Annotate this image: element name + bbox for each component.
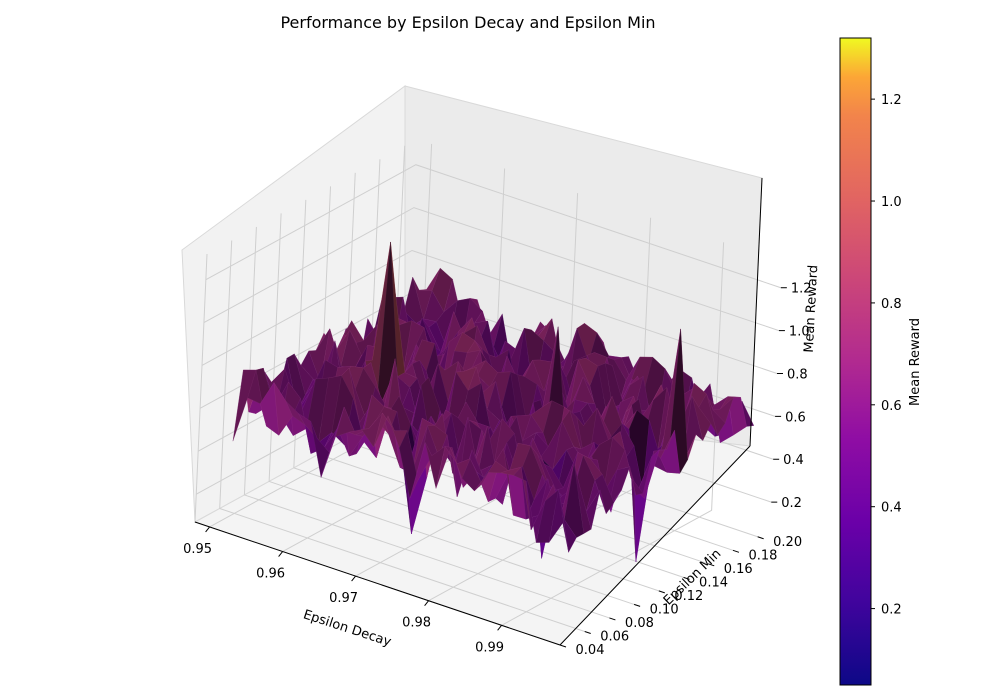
x-axis-label: Epsilon Decay	[301, 607, 393, 650]
x-axis-line	[194, 521, 561, 646]
y-tick-label: 0.08	[625, 616, 654, 631]
x-tick-label: 0.97	[329, 591, 358, 606]
y-tick-mark	[732, 549, 740, 553]
y-tick-label: 0.04	[576, 643, 605, 658]
y-tick-mark	[559, 644, 567, 648]
y-tick-mark	[609, 617, 616, 621]
gridline-z	[201, 249, 778, 374]
z-tick-label: 0.8	[787, 367, 808, 382]
z-tick-label: 1.0	[789, 325, 810, 340]
x-tick-mark	[351, 575, 356, 582]
colorbar-label: Mean Reward	[908, 318, 923, 406]
y-tick-mark	[708, 563, 715, 567]
colorbar-ticks: 0.2 0.4 0.6 0.8 1.0 1.2	[871, 93, 902, 618]
y-tick-label: 0.14	[699, 575, 728, 590]
axis-lines	[194, 177, 763, 646]
chart-title: Performance by Epsilon Decay and Epsilon…	[280, 13, 655, 32]
reward-surface	[232, 241, 755, 562]
gridline-x	[501, 242, 725, 626]
colorbar-tick-label: 1.2	[881, 93, 902, 108]
x-tick-label: 0.95	[183, 542, 212, 557]
z-tick-label: 1.2	[791, 282, 812, 297]
z-tick-label: 0.4	[783, 453, 804, 468]
y-tick-mark	[757, 536, 764, 540]
y-tick-label: 0.16	[724, 562, 753, 577]
y-tick-mark	[584, 630, 591, 634]
gridline-y	[219, 240, 585, 632]
y-tick-label: 0.20	[773, 535, 802, 550]
colorbar-tick-label: 0.6	[881, 399, 902, 414]
x-axis-ticks: 0.95 0.96 0.97 0.98 0.99	[183, 526, 504, 655]
colorbar-tick-label: 0.4	[881, 501, 902, 516]
x-tick-mark	[424, 600, 429, 607]
x-tick-label: 0.98	[402, 616, 431, 631]
x-tick-mark	[497, 625, 502, 631]
colorbar-tick-label: 0.2	[881, 603, 902, 618]
gridline-y	[268, 213, 635, 605]
gridline-y	[293, 199, 659, 592]
y-tick-mark	[658, 590, 665, 594]
x-tick-mark	[205, 526, 210, 533]
x-tick-label: 0.96	[256, 567, 285, 582]
y-tick-label: 0.18	[748, 548, 777, 563]
x-tick-mark	[278, 551, 283, 557]
gridline-z	[203, 207, 780, 332]
x-tick-label: 0.99	[475, 640, 504, 655]
gridline-z	[205, 164, 782, 289]
y-tick-mark	[683, 576, 690, 580]
y-axis-ticks: 0.040.060.080.100.120.140.160.180.20	[559, 535, 802, 658]
y-axis-line	[559, 445, 751, 646]
surface-patch	[548, 489, 569, 553]
colorbar-tick-label: 1.0	[881, 195, 902, 210]
y-tick-label: 0.06	[600, 629, 629, 644]
z-tick-label: 0.6	[785, 410, 806, 425]
colorbar-tick-label: 0.8	[881, 297, 902, 312]
z-axis-line	[749, 177, 763, 447]
gridline-y	[243, 226, 610, 619]
z-axis-ticks: 0.2 0.4 0.6 0.8 1.0 1.2	[771, 282, 812, 511]
colorbar	[839, 37, 872, 686]
z-axis-label: Mean Reward	[802, 265, 822, 354]
z-tick-label: 0.2	[781, 496, 802, 511]
y-tick-mark	[633, 603, 641, 607]
y-tick-label: 0.10	[650, 602, 679, 617]
y-tick-label: 0.12	[674, 589, 703, 604]
